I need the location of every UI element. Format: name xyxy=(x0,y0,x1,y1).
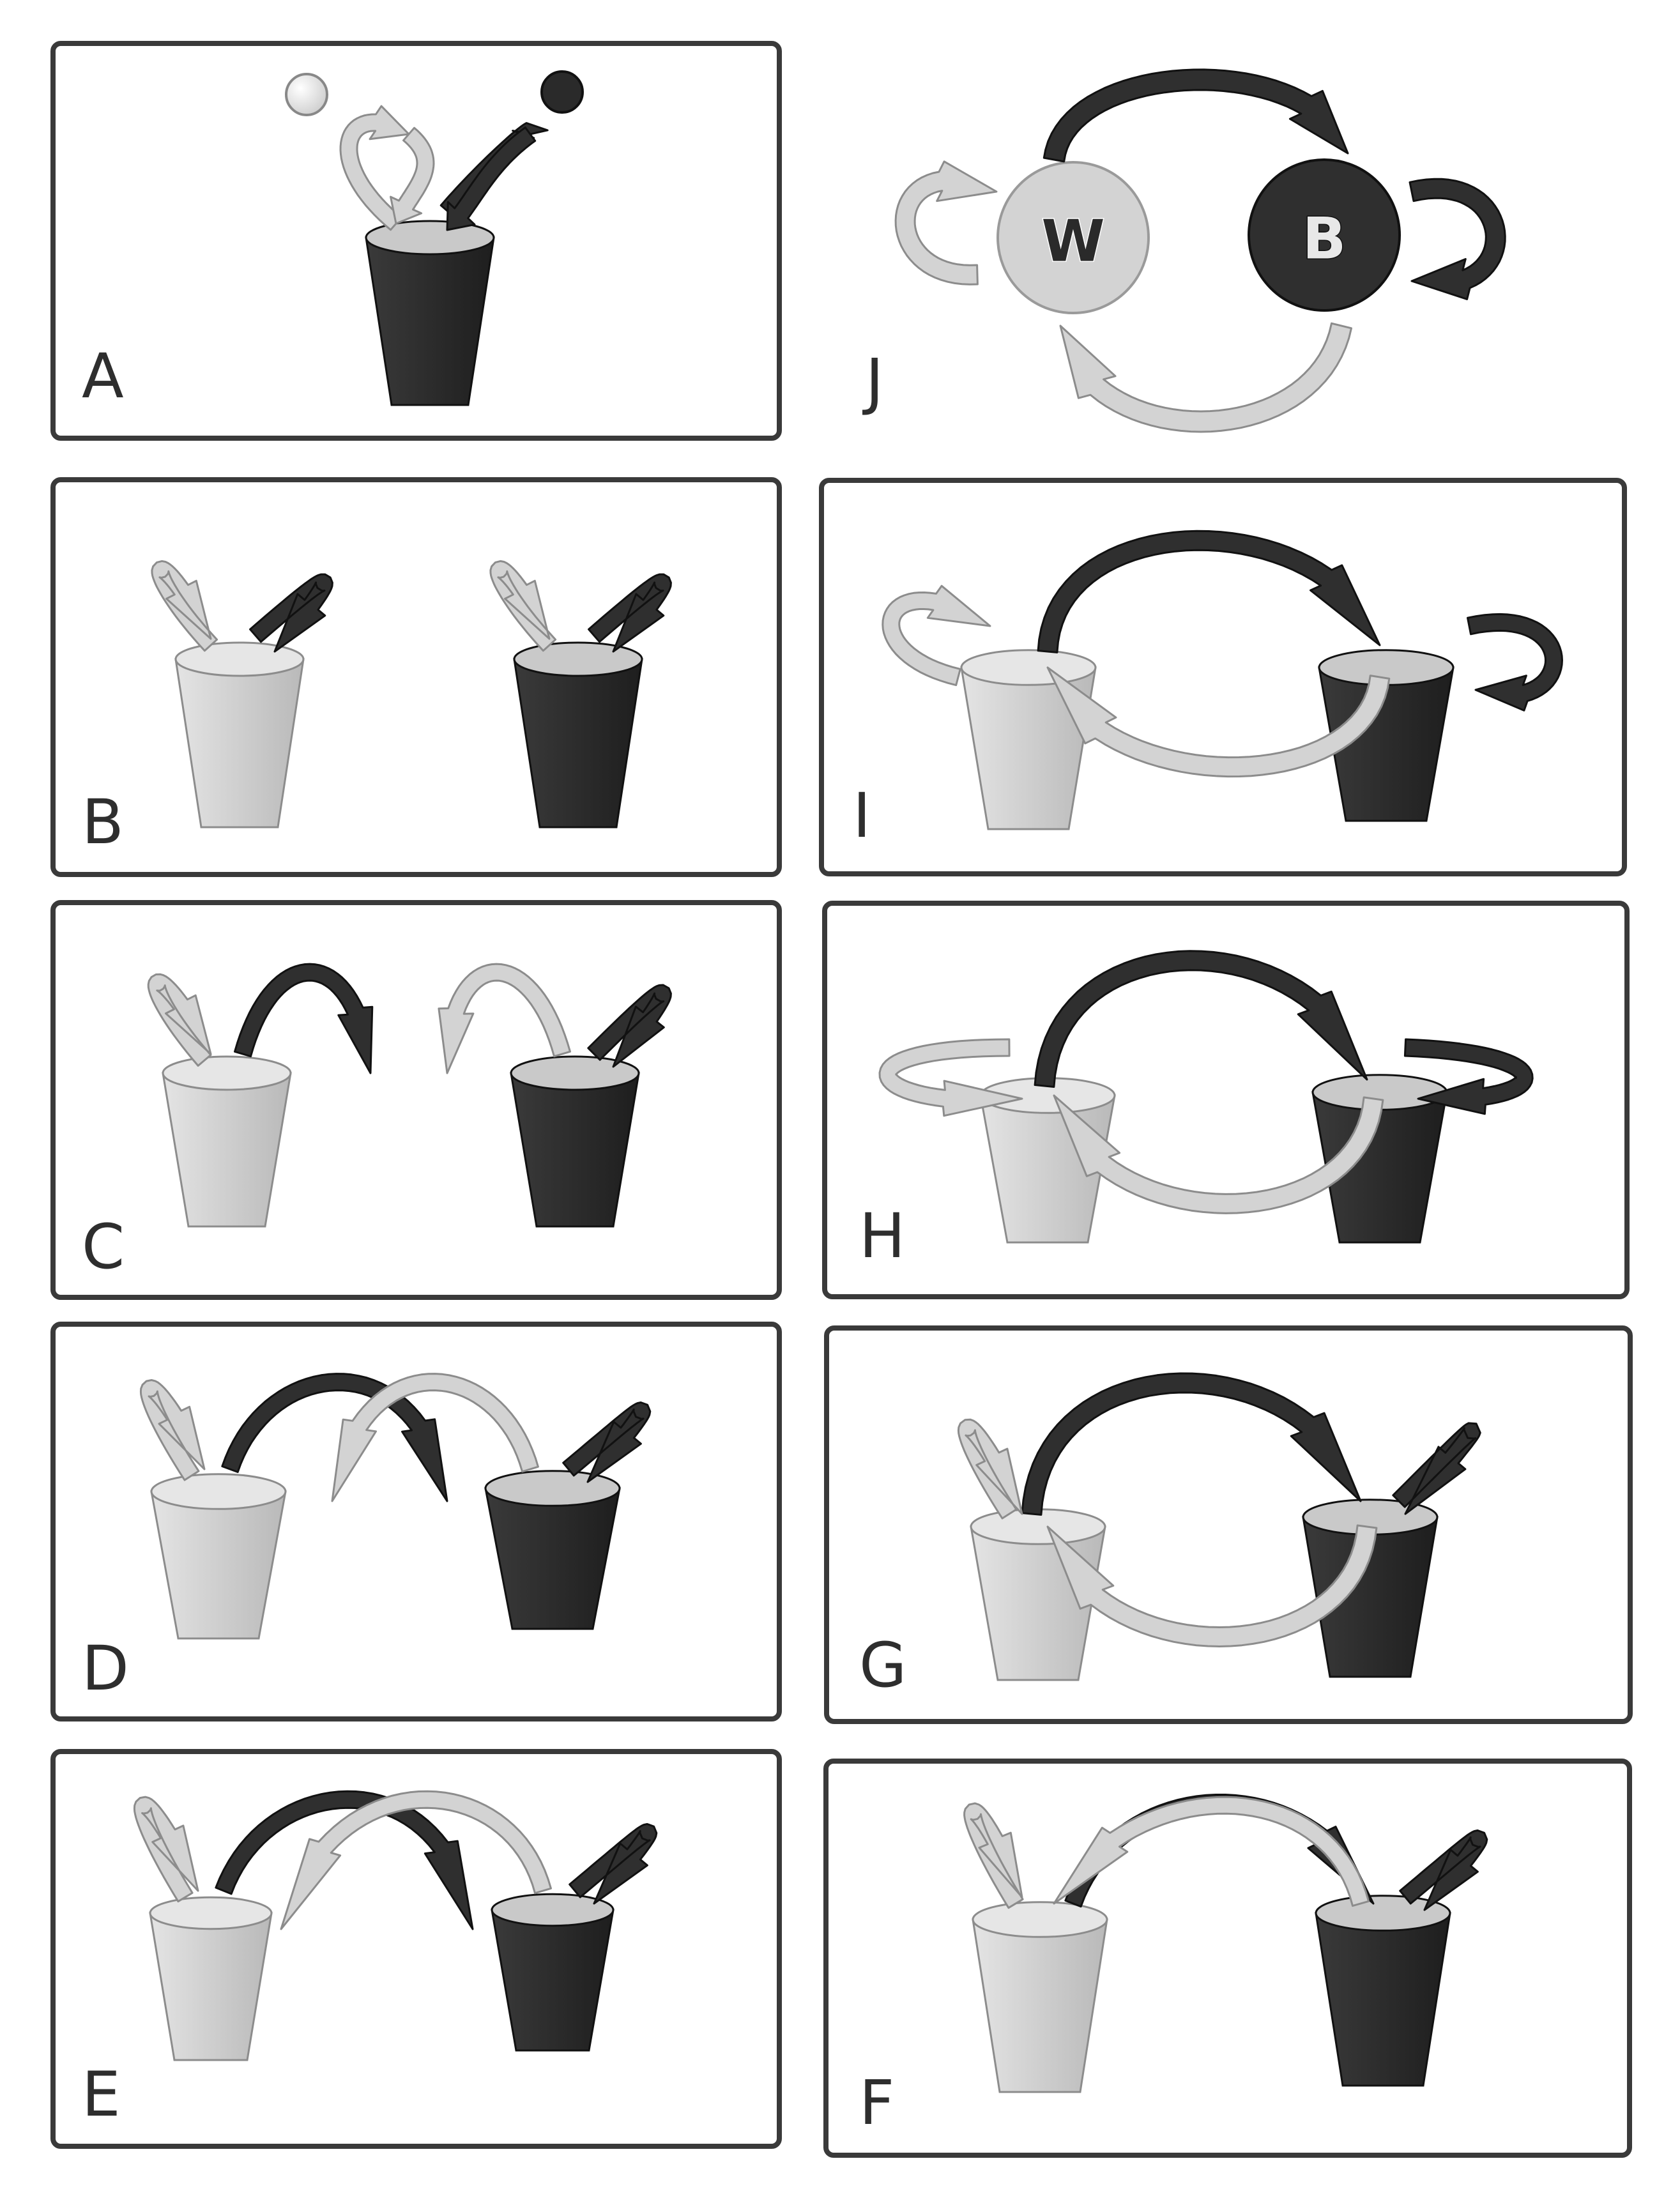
bucket-f-light-rim xyxy=(972,1901,1108,1938)
arrow-e-white-left xyxy=(133,1796,199,1903)
panel-frame-i xyxy=(819,478,1627,876)
arrow-g-white-left xyxy=(957,1418,1023,1520)
black-ball xyxy=(540,70,584,114)
bucket-b-light-rim xyxy=(174,641,305,677)
arrow-b-black-left xyxy=(249,573,333,653)
bucket-e-dark xyxy=(491,1909,615,2052)
panel-frame-h xyxy=(822,901,1630,1299)
panel-frame-a xyxy=(50,41,782,441)
bucket-c-light xyxy=(162,1072,292,1228)
panel-label-d: D xyxy=(82,1633,129,1704)
panel-frame-b xyxy=(50,477,782,877)
arrow-c-white-out xyxy=(438,963,571,1074)
panel-label-b: B xyxy=(82,786,124,858)
arrow-d-black-right xyxy=(562,1401,652,1483)
bucket-c-light-rim xyxy=(162,1055,292,1091)
arrow-f-black-right xyxy=(1399,1829,1488,1911)
arrow-e-black-cross xyxy=(215,1790,474,1930)
arrow-e-black-right xyxy=(569,1823,658,1905)
arrow-a-white-in xyxy=(390,126,435,225)
panel-frame-f xyxy=(823,1759,1632,2158)
node-white-label: W xyxy=(1041,208,1104,275)
white-ball xyxy=(285,73,328,116)
bucket-i-light-rim xyxy=(960,649,1097,686)
arrow-d-white-cross xyxy=(331,1373,539,1502)
arrow-i-black-self xyxy=(1467,613,1563,712)
arrow-c-black-out xyxy=(234,963,374,1074)
node-white-circle xyxy=(997,161,1150,314)
arrow-b-black-right xyxy=(588,573,672,653)
panel-label-i: I xyxy=(853,780,871,851)
arrow-i-black-cross xyxy=(1037,530,1381,653)
bucket-a-dark xyxy=(365,236,495,406)
arrow-h-white-cross xyxy=(1053,1094,1384,1214)
node-black-label: B xyxy=(1302,206,1347,273)
arrow-g-black-cross xyxy=(1021,1372,1362,1516)
arrow-a-white-loop xyxy=(339,105,410,231)
arrow-f-white-left xyxy=(963,1802,1024,1909)
arrow-i-white-cross xyxy=(1046,666,1391,778)
bucket-e-light-rim xyxy=(149,1896,273,1930)
bucket-a-dark-rim xyxy=(365,220,495,256)
bucket-c-dark-rim xyxy=(510,1055,640,1091)
panel-label-j: J xyxy=(862,346,883,417)
panel-label-c: C xyxy=(82,1211,125,1283)
panel-frame-e xyxy=(50,1749,782,2149)
bucket-b-dark-rim xyxy=(513,641,643,677)
panel-label-h: H xyxy=(859,1200,905,1272)
bucket-f-light xyxy=(972,1918,1108,2093)
bucket-b-light xyxy=(174,658,305,828)
bucket-d-dark xyxy=(484,1487,621,1630)
bucket-layer xyxy=(149,220,1455,2093)
panel-label-f: F xyxy=(859,2067,894,2139)
arrow-i-white-self xyxy=(882,584,991,687)
arrow-d-black-cross xyxy=(221,1373,448,1502)
bucket-b-dark xyxy=(513,658,643,828)
panel-frame-d xyxy=(50,1322,782,1722)
arrow-h-black-orbit xyxy=(1403,1038,1534,1115)
arrow-h-black-cross xyxy=(1034,950,1368,1088)
panel-frame-g xyxy=(824,1325,1633,1724)
arrow-d-white-left xyxy=(139,1379,206,1481)
arrow-g-white-cross xyxy=(1046,1524,1378,1647)
arrow-b-white-left xyxy=(151,560,218,652)
arrow-j-white-self xyxy=(894,160,998,286)
arrow-j-white-to-black xyxy=(1042,68,1349,163)
arrow-j-black-to-white xyxy=(1059,322,1352,433)
arrow-layer xyxy=(133,68,1563,1930)
bucket-e-dark-rim xyxy=(491,1893,615,1927)
bucket-f-dark-rim xyxy=(1315,1895,1451,1932)
arrow-b-white-right xyxy=(489,560,557,652)
bucket-e-light xyxy=(149,1912,273,2061)
arrow-e-white-cross xyxy=(280,1790,552,1930)
bucket-f-dark xyxy=(1315,1912,1451,2087)
panel-label-g: G xyxy=(859,1630,906,1701)
bucket-d-dark-rim xyxy=(484,1470,621,1507)
arrow-g-black-right xyxy=(1392,1422,1481,1515)
panel-label-e: E xyxy=(82,2059,121,2130)
bucket-c-dark xyxy=(510,1072,640,1228)
arrow-f-white-cross xyxy=(1053,1796,1370,1907)
arrow-a-black-in xyxy=(446,126,537,231)
arrow-c-black-right xyxy=(587,984,672,1068)
panel-frame-c xyxy=(50,900,782,1300)
bucket-d-light-rim xyxy=(150,1473,287,1510)
arrow-c-white-left xyxy=(147,973,212,1067)
node-black-circle xyxy=(1248,158,1401,312)
bucket-d-light xyxy=(150,1490,287,1640)
panel-label-a: A xyxy=(82,340,124,412)
arrow-h-white-orbit xyxy=(878,1038,1023,1117)
arrow-j-black-self xyxy=(1409,178,1506,300)
